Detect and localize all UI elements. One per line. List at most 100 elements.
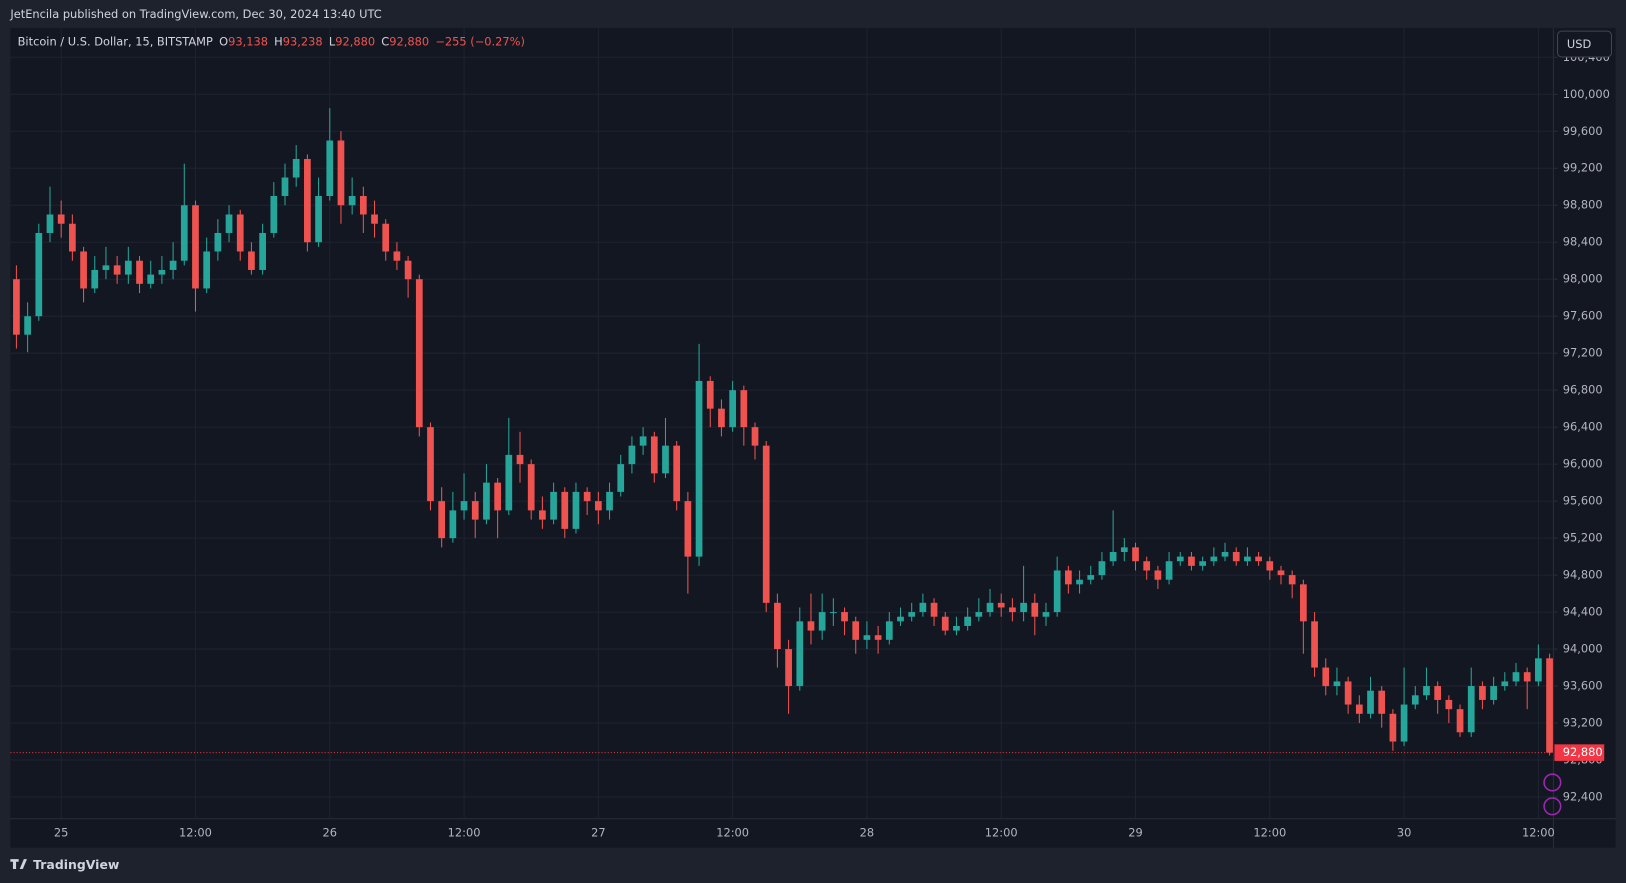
candle-body [46, 214, 54, 233]
candle-body [751, 427, 759, 446]
candle-body [1300, 584, 1307, 622]
x-tick-label: 12:00 [1522, 826, 1555, 840]
currency-button-label[interactable]: USD [1567, 37, 1592, 51]
y-tick-label: 98,800 [1563, 198, 1603, 212]
x-tick-label: 26 [323, 826, 338, 840]
candle-body [583, 491, 591, 502]
change: −255 (−0.27%) [435, 34, 525, 48]
candle-body [1411, 695, 1419, 705]
candle-body [1031, 602, 1039, 617]
y-tick-label: 94,800 [1563, 568, 1603, 582]
candle-body [1367, 690, 1374, 714]
last-price-label: 92,880 [1563, 745, 1603, 759]
candle-body [1154, 570, 1162, 580]
candle-body [1188, 556, 1195, 566]
candle-body [1020, 602, 1027, 613]
candle-body [438, 501, 446, 539]
candle-body [718, 408, 725, 428]
x-tick-label: 12:00 [1253, 826, 1286, 840]
candle-body [606, 491, 613, 511]
candle-body [483, 482, 490, 520]
candle-body [69, 223, 76, 252]
chart-pane [10, 27, 1616, 848]
candle-body [270, 195, 278, 233]
candle-body [1501, 681, 1509, 687]
y-tick-label: 96,400 [1563, 420, 1603, 434]
candle-body [136, 260, 143, 284]
candle-body [1120, 547, 1128, 552]
candle-body [1277, 570, 1285, 576]
candle-body [1143, 561, 1151, 571]
candle-body [1165, 561, 1173, 580]
candle-body [348, 195, 356, 206]
y-tick-label: 95,600 [1563, 494, 1603, 508]
x-tick-label: 12:00 [716, 826, 749, 840]
candle-body [1445, 699, 1453, 710]
currency-button[interactable]: USD [1557, 30, 1613, 58]
candle-body [953, 625, 960, 631]
candle-body [427, 427, 434, 502]
candle-body [1378, 690, 1386, 714]
currency-button-frame[interactable] [1557, 30, 1613, 58]
high-value: 93,238 [283, 34, 323, 48]
x-tick-label: 29 [1128, 826, 1143, 840]
y-tick-label: 98,000 [1563, 272, 1603, 286]
candle-body [359, 195, 367, 215]
candle-body [919, 602, 927, 613]
candle-body [650, 436, 658, 474]
candle-body [1288, 575, 1296, 585]
x-tick-label: 27 [591, 826, 606, 840]
candle-body [102, 265, 110, 270]
y-tick-label: 97,600 [1563, 309, 1603, 323]
candle-body [281, 177, 289, 196]
candle-body [829, 612, 837, 614]
candle-body [975, 612, 983, 617]
candle-body [561, 491, 569, 529]
candle-body [986, 602, 994, 613]
y-tick-label: 98,400 [1563, 235, 1603, 249]
y-tick-label: 99,200 [1563, 161, 1603, 175]
y-tick-label: 99,600 [1563, 124, 1603, 138]
candle-body [516, 454, 524, 465]
candle-body [404, 260, 412, 280]
candle-body [1042, 612, 1050, 617]
y-tick-label: 93,200 [1563, 716, 1603, 730]
candle-body [908, 612, 916, 617]
candle-body [415, 279, 423, 428]
close-label: C [381, 34, 389, 48]
candle-body [1333, 681, 1341, 687]
candle-body [1479, 686, 1486, 700]
open-label: O [219, 34, 228, 48]
candle-body [1512, 672, 1520, 682]
x-tick-label: 25 [54, 826, 69, 840]
candle-body [124, 260, 132, 275]
candles [13, 108, 1553, 756]
candle-body [505, 454, 513, 511]
candle-body [13, 279, 20, 335]
candle-body [1087, 575, 1095, 580]
candle-body [1199, 561, 1207, 566]
candle-body [539, 510, 546, 520]
candle-body [113, 265, 121, 275]
y-tick-label: 97,200 [1563, 346, 1603, 360]
candle-body [1311, 621, 1318, 668]
candle-body [1535, 658, 1542, 682]
x-tick-label: 30 [1397, 826, 1412, 840]
candle-body [1244, 556, 1251, 562]
candle-body [818, 612, 826, 631]
candle-body [1400, 704, 1408, 742]
last-price-tag [1554, 744, 1605, 761]
candle-body [494, 482, 501, 511]
y-tick-label: 93,600 [1563, 679, 1603, 693]
candle-body [393, 251, 401, 261]
event-marker[interactable] [1543, 797, 1562, 816]
candle-body [292, 159, 300, 178]
candle-body [1053, 570, 1061, 613]
candle-body [852, 621, 860, 640]
candle-body [729, 390, 736, 428]
candle-body [1210, 556, 1218, 562]
brand-name: TradingView [33, 857, 120, 872]
candle-body [807, 621, 815, 631]
event-marker[interactable] [1543, 773, 1562, 792]
